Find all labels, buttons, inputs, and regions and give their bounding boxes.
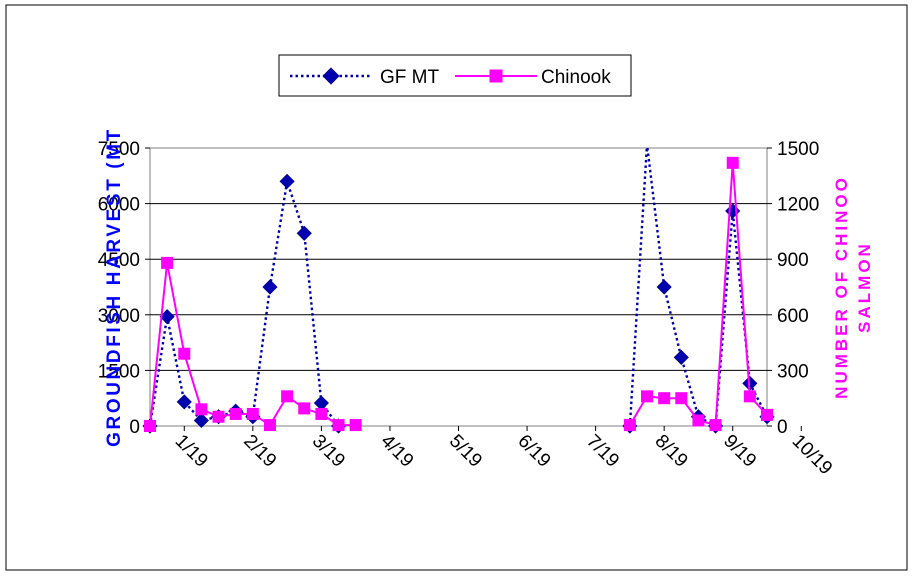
data-point bbox=[281, 390, 294, 403]
data-point bbox=[176, 394, 192, 410]
series-line bbox=[150, 181, 340, 426]
y-left-tick-labels: 0 1500 3000 4500 6000 7500 bbox=[98, 139, 140, 438]
data-point bbox=[262, 279, 278, 295]
data-point bbox=[692, 414, 705, 427]
data-point bbox=[656, 279, 672, 295]
data-point bbox=[161, 256, 174, 269]
data-point bbox=[246, 407, 259, 420]
y-left-tick-label: 3000 bbox=[98, 306, 140, 327]
legend-gf-marker bbox=[322, 67, 340, 85]
data-point bbox=[229, 407, 242, 420]
data-point bbox=[296, 225, 312, 241]
y-left-tick-label: 0 bbox=[129, 417, 140, 438]
data-point bbox=[144, 420, 156, 432]
y-right-tick-label: 300 bbox=[777, 361, 809, 382]
data-point bbox=[673, 349, 689, 365]
data-point bbox=[623, 419, 636, 432]
legend-gf-label: GF MT bbox=[380, 67, 439, 88]
data-point bbox=[743, 390, 756, 403]
legend-chinook-label: Chinook bbox=[541, 67, 611, 88]
y-left-tick-label: 7500 bbox=[98, 139, 140, 160]
y-right-tick-labels: 0 300 600 900 1200 1500 bbox=[777, 139, 819, 438]
data-point bbox=[332, 419, 345, 432]
y-right-tick-label: 900 bbox=[777, 250, 809, 271]
legend-chinook-marker bbox=[489, 69, 503, 83]
legend: GF MT Chinook bbox=[278, 54, 632, 97]
y-left-tick-label: 1500 bbox=[98, 361, 140, 382]
data-point bbox=[675, 392, 688, 405]
series-line bbox=[628, 148, 767, 426]
gridlines bbox=[145, 147, 772, 427]
data-point bbox=[193, 412, 209, 429]
y-right-tick-label: 1500 bbox=[777, 139, 819, 160]
data-point bbox=[263, 419, 276, 432]
y-right-tick-label: 0 bbox=[777, 417, 788, 438]
data-point bbox=[178, 347, 191, 360]
y-left-tick-label: 4500 bbox=[98, 250, 140, 271]
data-point bbox=[726, 156, 739, 169]
plot-area bbox=[149, 147, 768, 427]
data-point bbox=[641, 390, 654, 403]
data-point bbox=[761, 408, 773, 421]
y-right-tick-label: 600 bbox=[777, 306, 809, 327]
y-axis-right-label-line-1: NUMBER OF CHINOO bbox=[832, 175, 851, 399]
data-point bbox=[279, 173, 295, 189]
data-point bbox=[315, 407, 328, 420]
y-axis-left-label: GROUNDFISH HARVEST (MT bbox=[104, 127, 125, 447]
y-axis-right-label-line-2: SALMON bbox=[855, 241, 874, 333]
y-left-tick-label: 6000 bbox=[98, 195, 140, 216]
data-point bbox=[709, 419, 722, 432]
data-point bbox=[658, 392, 671, 405]
data-point bbox=[349, 419, 362, 432]
y-right-tick-label: 1200 bbox=[777, 195, 819, 216]
data-point bbox=[298, 402, 311, 415]
y-axis-right-label: NUMBER OF CHINOO SALMON bbox=[832, 175, 874, 399]
data-point bbox=[212, 410, 225, 423]
data-point bbox=[195, 403, 208, 416]
series-layer bbox=[142, 148, 775, 434]
series-chinook bbox=[144, 156, 773, 432]
